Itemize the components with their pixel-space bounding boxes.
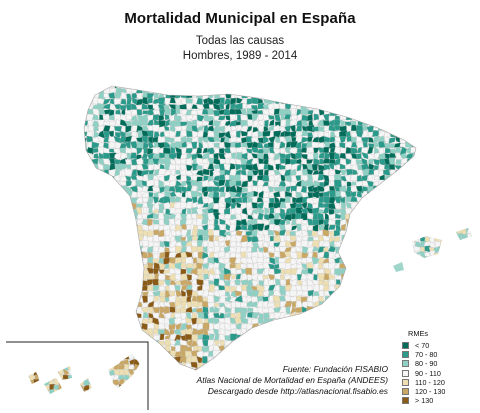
legend-label: 120 - 130 [415,387,446,397]
map-legend: RMEs < 70 70 - 80 80 - 90 90 - 110 110 - 120… [402,329,445,405]
menorca-island [456,228,472,240]
legend-swatch [402,360,409,368]
legend-swatch [402,397,409,405]
ibiza-island [393,262,404,272]
legend-label: > 130 [415,396,434,406]
mainland-municipalities [84,86,416,370]
legend-swatch [402,351,409,359]
legend-item: 110 - 120 [402,378,445,387]
legend-item: < 70 [402,341,445,350]
legend-label: 70 - 80 [415,350,438,360]
legend-label: 110 - 120 [415,377,445,387]
legend-title: RMEs [408,329,429,338]
map-subtitle-population: Hombres, 1989 - 2014 [182,50,298,62]
legend-swatch [402,388,409,396]
legend-label: 80 - 90 [415,359,438,369]
legend-item: 120 - 130 [402,387,445,396]
map-title: Mortalidad Municipal en España [124,10,356,27]
legend-label: < 70 [415,341,430,351]
source-line-foundation: Fuente: Fundación FISABIO [282,364,388,374]
legend-label: 90 - 110 [415,368,441,378]
map-subtitle-cause: Todas las causas [195,35,285,47]
mallorca-island [412,236,442,258]
legend-item: 90 - 110 [402,369,445,378]
source-line-download: Descargado desde http://atlasnacional.fi… [207,386,388,396]
canary-inset-frame [6,341,149,410]
legend-swatch [402,369,409,377]
canary-islands [28,354,140,394]
legend-swatch [402,342,409,350]
legend-swatch [402,378,409,386]
legend-item: > 130 [402,396,445,405]
source-line-atlas: Atlas Nacional de Mortalidad en España (… [196,375,388,385]
legend-item: 80 - 90 [402,359,445,368]
source-credits: Fuente: Fundación FISABIO Atlas Nacional… [197,364,388,397]
mainland-outline [83,85,417,371]
legend-item: 70 - 80 [402,350,445,359]
